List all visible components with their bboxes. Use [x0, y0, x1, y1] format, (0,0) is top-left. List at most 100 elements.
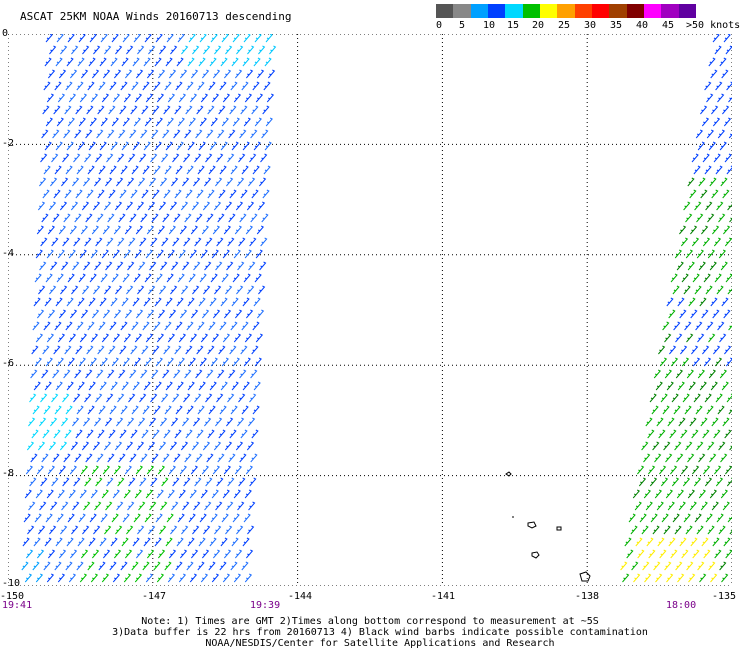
wind-barb — [722, 189, 730, 199]
wind-barb — [679, 309, 687, 319]
wind-barb — [666, 573, 674, 583]
lon-label-144: -144 — [288, 591, 313, 602]
wind-barb — [658, 429, 666, 439]
wind-barb — [140, 453, 148, 463]
wind-barb — [233, 93, 242, 103]
wind-barb — [210, 34, 218, 43]
wind-barb — [253, 297, 261, 307]
wind-barb — [212, 69, 221, 79]
wind-barb — [179, 549, 188, 559]
wind-barb — [83, 417, 91, 427]
wind-barb — [162, 213, 170, 223]
wind-barb — [164, 165, 172, 175]
wind-barb — [141, 429, 149, 439]
wind-barb — [665, 489, 673, 499]
wind-barb — [166, 513, 174, 523]
wind-barb — [106, 393, 114, 403]
wind-barb — [250, 369, 258, 379]
wind-barb — [191, 441, 200, 451]
wind-barb — [119, 345, 127, 355]
wind-barb — [219, 561, 227, 571]
wind-barb — [68, 93, 77, 103]
wind-barb — [112, 333, 121, 343]
wind-barb — [170, 45, 178, 55]
wind-barb — [236, 525, 244, 535]
wind-barb — [691, 237, 700, 247]
wind-barb — [657, 537, 665, 547]
wind-barb — [87, 561, 95, 571]
wind-barb — [89, 513, 97, 523]
wind-barb — [64, 345, 72, 355]
wind-barb — [262, 105, 270, 115]
wind-barb — [147, 441, 156, 451]
wind-barb — [81, 201, 90, 211]
wind-barb — [719, 561, 727, 571]
wind-barb — [58, 465, 66, 475]
wind-barb — [239, 453, 247, 463]
time-label-middle: 19:39 — [250, 600, 281, 611]
wind-barb — [701, 117, 710, 127]
wind-barb — [87, 321, 95, 331]
wind-barb — [210, 357, 218, 367]
wind-barb — [76, 561, 84, 571]
wind-barb — [122, 117, 130, 127]
wind-barb — [250, 453, 258, 463]
wind-barb — [62, 237, 70, 247]
wind-barb — [96, 453, 104, 463]
wind-barb — [727, 201, 732, 211]
wind-barb — [71, 285, 79, 295]
wind-barb — [660, 477, 669, 487]
wind-barb — [56, 513, 64, 523]
wind-barb — [134, 489, 142, 499]
wind-barb — [134, 93, 143, 103]
wind-barb — [54, 321, 62, 331]
wind-barb — [90, 333, 99, 343]
wind-barb — [110, 537, 118, 547]
wind-barb — [94, 417, 102, 427]
wind-barb — [128, 237, 136, 247]
wind-barb — [109, 81, 117, 91]
wind-barb — [74, 129, 82, 139]
wind-barb — [178, 573, 187, 583]
map-title: ASCAT 25KM NOAA Winds 20160713 descendin… — [20, 10, 292, 23]
wind-barb — [50, 501, 58, 511]
wind-barb — [83, 261, 91, 271]
wind-barb — [212, 225, 220, 235]
wind-barb — [215, 501, 223, 511]
wind-barb — [41, 369, 49, 379]
wind-barb — [664, 561, 672, 571]
wind-barb — [142, 561, 150, 571]
wind-barb — [98, 321, 106, 331]
wind-barb — [224, 201, 233, 211]
wind-barb — [200, 333, 209, 343]
wind-barb — [724, 345, 732, 355]
wind-barb — [57, 489, 65, 499]
wind-barb — [44, 381, 52, 391]
wind-barb — [87, 165, 95, 175]
wind-barb — [196, 429, 204, 439]
wind-barb — [214, 45, 222, 55]
wind-barb — [706, 93, 714, 103]
wind-barb — [714, 273, 722, 283]
wind-barb — [129, 213, 137, 223]
wind-barb — [91, 465, 99, 475]
wind-barb — [44, 537, 52, 547]
wind-barb — [683, 285, 691, 295]
wind-barb — [84, 153, 92, 163]
wind-barb — [220, 57, 228, 67]
wind-barb — [90, 573, 99, 583]
wind-barb — [123, 249, 131, 259]
wind-barb — [80, 225, 88, 235]
wind-barb — [247, 525, 255, 535]
wind-barb — [645, 417, 653, 427]
wind-barb — [231, 537, 239, 547]
wind-barb — [252, 165, 260, 175]
wind-barb — [67, 513, 75, 523]
wind-barb — [44, 141, 52, 151]
wind-barb — [108, 189, 116, 199]
wind-barb — [149, 261, 157, 271]
legend-swatch — [591, 4, 610, 18]
wind-barb — [56, 357, 64, 367]
wind-barb — [127, 417, 135, 427]
wind-barb — [132, 297, 140, 307]
